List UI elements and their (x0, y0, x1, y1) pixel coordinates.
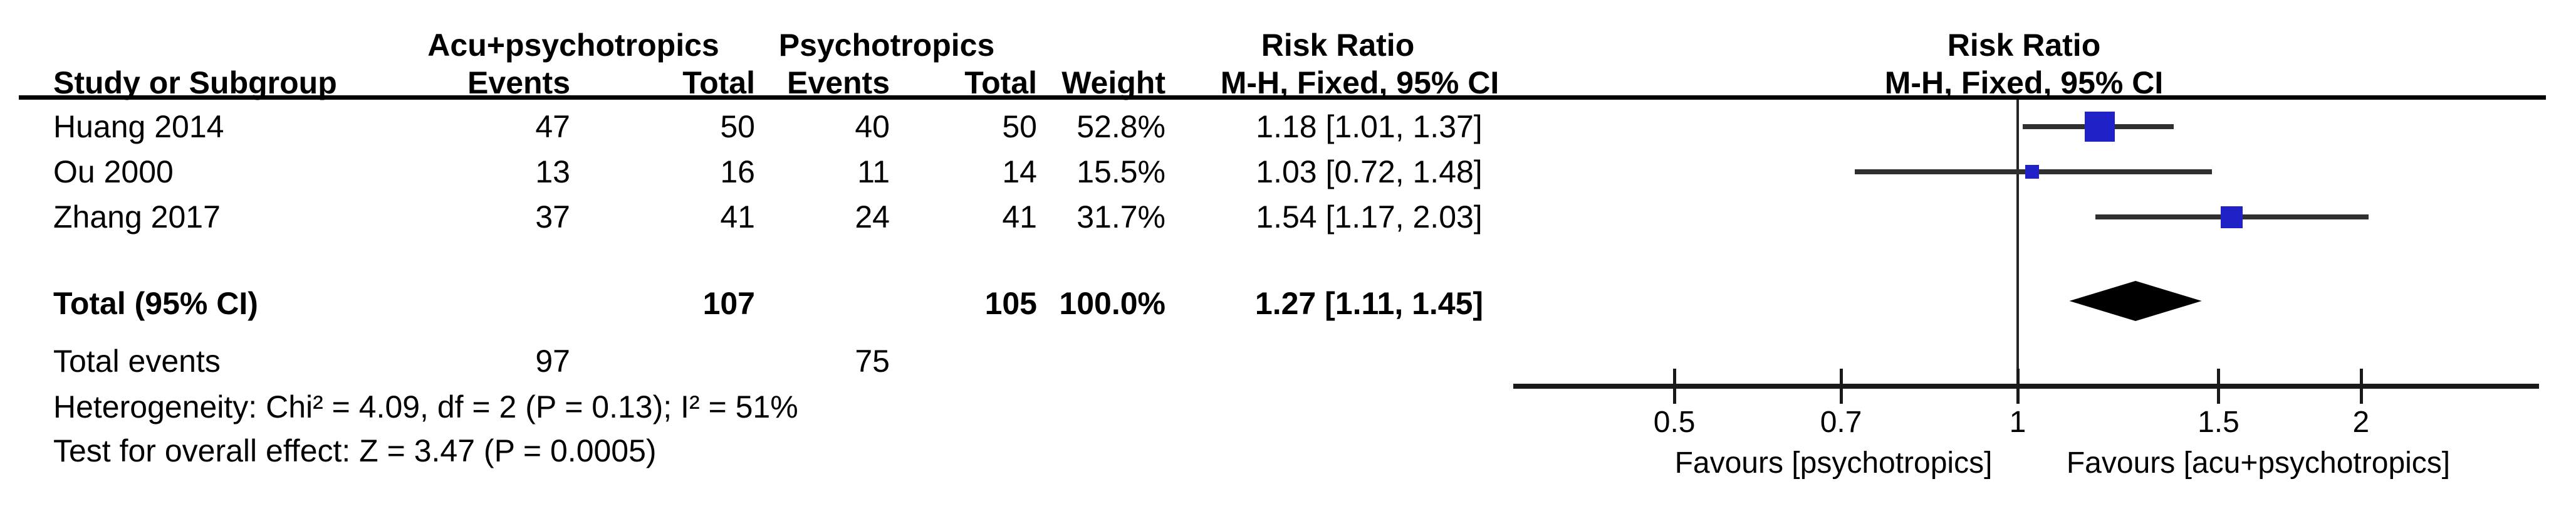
heterogeneity-note: Heterogeneity: Chi² = 4.09, df = 2 (P = … (53, 389, 798, 424)
study-total-acu: 41 (720, 199, 755, 234)
risk-ratio-header-right: Risk Ratio (1947, 28, 2101, 63)
col-header-study: Study or Subgroup (53, 65, 337, 100)
axis-tick (2217, 369, 2221, 404)
study-ci-text: 1.18 [1.01, 1.37] (1256, 109, 1483, 144)
group1-header: Acu+psychotropics (427, 28, 719, 63)
study-events-psy: 11 (857, 154, 890, 189)
col-header-total-psy: Total (964, 65, 1037, 100)
total-events-acu: 97 (535, 344, 570, 379)
study-weight: 52.8% (1077, 109, 1165, 144)
study-total-acu: 16 (720, 154, 755, 189)
study-total-psy: 41 (1002, 199, 1037, 234)
header-rule (19, 95, 2546, 100)
total-row-label: Total (95% CI) (53, 286, 258, 321)
x-axis-line (1513, 384, 2539, 389)
study-events-psy: 24 (855, 199, 890, 234)
col-header-mh-ci-right: M-H, Fixed, 95% CI (1884, 65, 2164, 100)
axis-tick (1673, 369, 1677, 404)
study-weight: 31.7% (1077, 199, 1165, 234)
study-weight: 15.5% (1077, 154, 1165, 189)
weight-square (2084, 112, 2115, 142)
risk-ratio-header-left: Risk Ratio (1261, 28, 1415, 63)
total-events-label: Total events (53, 344, 221, 379)
axis-tick-label: 0.5 (1653, 406, 1696, 439)
study-events-acu: 13 (535, 154, 570, 189)
axis-tick-label: 1.5 (2198, 406, 2240, 439)
study-name: Huang 2014 (53, 109, 224, 144)
study-events-psy: 40 (855, 109, 890, 144)
null-effect-line (2016, 100, 2019, 402)
study-total-acu: 50 (720, 109, 755, 144)
col-header-weight: Weight (1061, 65, 1165, 100)
total-events-psy: 75 (855, 344, 890, 379)
col-header-mh-ci-left: M-H, Fixed, 95% CI (1220, 65, 1499, 100)
favours-left-label: Favours [psychotropics] (1674, 446, 1993, 480)
weight-square (2220, 206, 2243, 228)
axis-tick-label: 1 (2009, 406, 2026, 439)
summary-diamond (2069, 281, 2202, 321)
col-header-total-acu: Total (682, 65, 755, 100)
study-ci-text: 1.03 [0.72, 1.48] (1256, 154, 1483, 189)
total-row-total-acu: 107 (702, 286, 755, 321)
study-name: Zhang 2017 (53, 199, 221, 234)
study-ci-text: 1.54 [1.17, 2.03] (1256, 199, 1483, 234)
col-header-events-acu: Events (467, 65, 570, 100)
axis-tick-label: 0.7 (1820, 406, 1862, 439)
favours-right-label: Favours [acu+psychotropics] (2066, 446, 2451, 480)
total-row-ci: 1.27 [1.11, 1.45] (1254, 286, 1484, 321)
col-header-events-psy: Events (787, 65, 890, 100)
axis-tick (2016, 369, 2020, 404)
overall-effect-note: Test for overall effect: Z = 3.47 (P = 0… (53, 433, 657, 468)
axis-tick (2359, 369, 2363, 404)
study-total-psy: 14 (1002, 154, 1037, 189)
study-name: Ou 2000 (53, 154, 174, 189)
total-row-weight: 100.0% (1059, 286, 1165, 321)
axis-tick-label: 2 (2352, 406, 2370, 439)
study-events-acu: 47 (535, 109, 570, 144)
weight-square (2025, 165, 2040, 179)
study-total-psy: 50 (1002, 109, 1037, 144)
study-events-acu: 37 (535, 199, 570, 234)
axis-tick (1840, 369, 1843, 404)
group2-header: Psychotropics (778, 28, 995, 63)
total-row-total-psy: 105 (984, 286, 1037, 321)
